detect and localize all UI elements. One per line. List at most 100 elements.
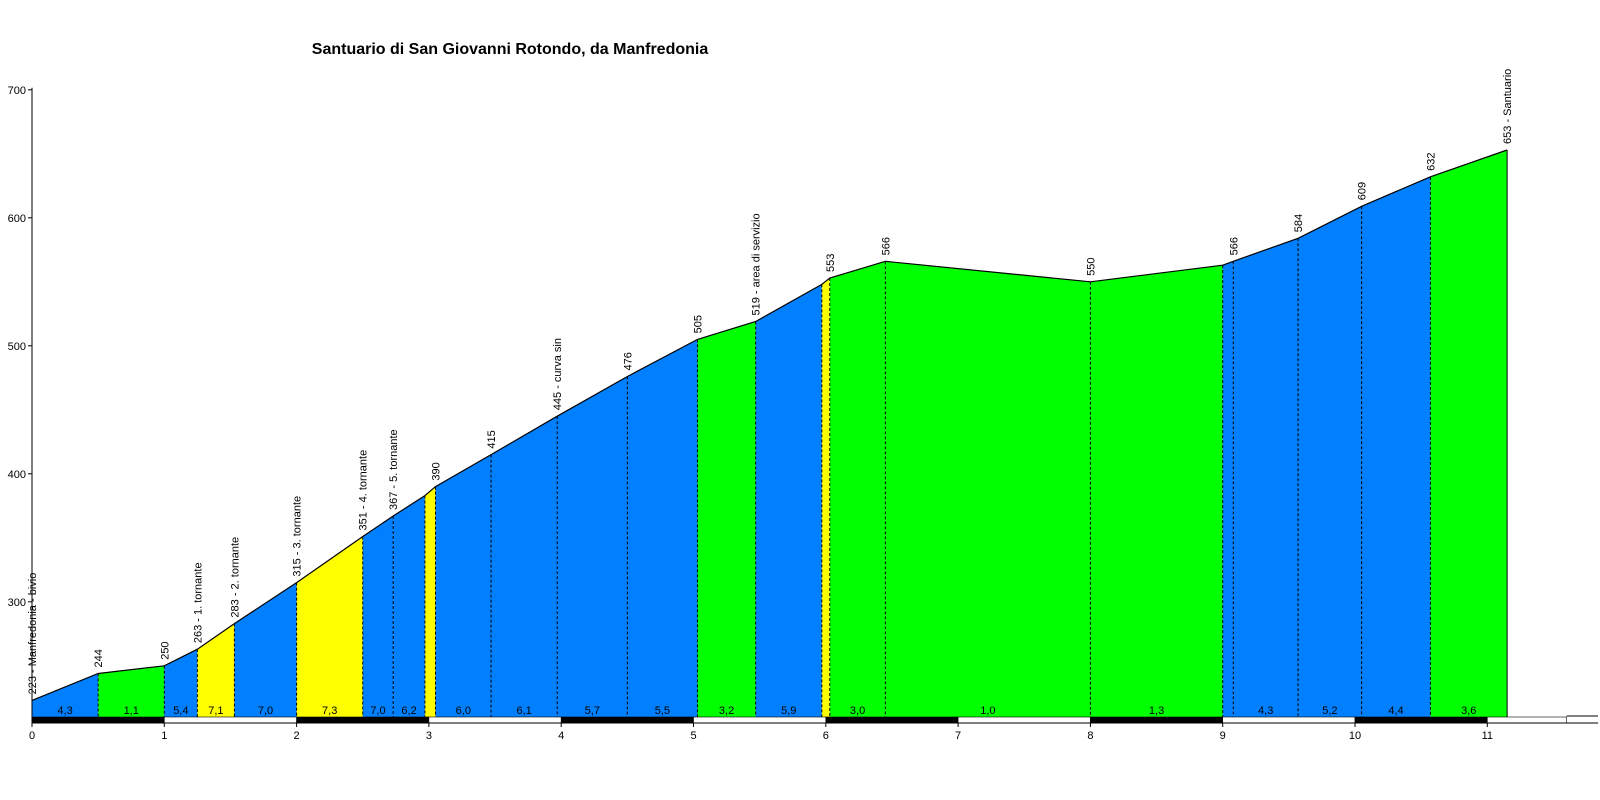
- y-tick-label: 600: [8, 213, 26, 225]
- gradient-label: 4,4: [1388, 705, 1403, 717]
- gradient-label: 1,1: [124, 705, 139, 717]
- profile-segment: [393, 495, 425, 717]
- gradient-label: 1,3: [1149, 705, 1164, 717]
- x-tick-label: 6: [823, 730, 829, 742]
- profile-segment: [1298, 206, 1362, 717]
- profile-segment: [697, 321, 756, 717]
- profile-segment: [1430, 149, 1508, 717]
- profile-segment: [1233, 238, 1299, 717]
- gradient-label: 7,1: [208, 705, 223, 717]
- km-bar: [31, 716, 1567, 724]
- x-tick-label: 8: [1087, 730, 1093, 742]
- gradient-label: 3,2: [719, 705, 734, 717]
- profile-segment: [557, 376, 628, 717]
- x-tick-label: 9: [1220, 730, 1226, 742]
- km-bar-segment: [825, 716, 959, 724]
- elevation-label: 609: [1357, 182, 1369, 200]
- elevation-label: 519 - area di servizio: [751, 213, 763, 315]
- profile-segment: [435, 454, 492, 717]
- km-bar-segment: [957, 716, 1091, 724]
- gradient-label: 6,0: [456, 705, 471, 717]
- gradient-labels: 4,3 1,1 5,4 7,1 7,0 7,3 7,0 6,2 6,0 6,1 5,7 5,5 3,2 5…: [57, 705, 1476, 717]
- profile-segment: [755, 284, 822, 717]
- elevation-label: 223 - Manfredonia - bivio: [27, 573, 39, 695]
- x-tick-label: 5: [690, 730, 696, 742]
- profile-segment: [1090, 265, 1223, 717]
- x-tick-label: 0: [29, 730, 35, 742]
- axes: 300 400 500 600 700 0 1 2 3 4 5 6 7 8 9 10 11: [8, 85, 1598, 742]
- x-tick-label: 1: [161, 730, 167, 742]
- y-tick-label: 700: [8, 85, 26, 97]
- elevation-label: 351 - 4. tornante: [358, 450, 370, 531]
- elevation-label: 653 - Santuario: [1502, 69, 1514, 144]
- y-tick-label: 500: [8, 341, 26, 353]
- x-tick-label: 11: [1482, 730, 1493, 742]
- km-bar-segment: [693, 716, 827, 724]
- profile-segment: [32, 673, 99, 717]
- profile-outline: [31, 149, 1508, 701]
- gradient-label: 7,0: [370, 705, 385, 717]
- gradient-label: 1,0: [980, 705, 995, 717]
- y-tick-label: 300: [8, 597, 26, 609]
- elevation-label: 584: [1293, 214, 1305, 232]
- km-bar-segment: [31, 716, 165, 724]
- profile-segment: [296, 536, 363, 717]
- elevation-label: 283 - 2. tornante: [229, 537, 241, 618]
- profile-segment: [821, 277, 830, 717]
- gradient-label: 6,1: [517, 705, 532, 717]
- km-bar-segment: [1090, 716, 1224, 724]
- elevation-label: 566: [880, 237, 892, 255]
- x-tick-label: 4: [558, 730, 564, 742]
- gradient-label: 3,0: [850, 705, 865, 717]
- km-bar-segment: [560, 716, 694, 724]
- elevation-label: 553: [825, 254, 837, 272]
- elevation-label: 390: [431, 462, 443, 480]
- y-tick-label: 400: [8, 469, 26, 481]
- profile-segment: [164, 649, 198, 717]
- elevation-label: 415: [486, 430, 498, 448]
- profile-segment: [491, 416, 558, 717]
- gradient-label: 5,4: [173, 705, 188, 717]
- x-tick-label: 2: [294, 730, 300, 742]
- gradient-label: 7,3: [322, 705, 337, 717]
- x-tick-label: 10: [1349, 730, 1361, 742]
- profile-line: [31, 149, 1508, 701]
- km-bar-segment: [296, 716, 430, 724]
- profile-segment: [1361, 176, 1431, 718]
- profile-segment: [197, 623, 235, 717]
- elevation-label: 550: [1085, 257, 1097, 275]
- profile-segment: [885, 261, 1091, 717]
- elevation-label: 505: [692, 315, 704, 333]
- km-bar-segment: [428, 716, 562, 724]
- elevation-labels: 223 - Manfredonia - bivio 244 250 263 - 1. …: [27, 69, 1514, 695]
- km-bar-segment: [1222, 716, 1356, 724]
- profile-segment: [424, 486, 436, 717]
- elevation-label: 445 - curva sin: [552, 338, 564, 410]
- profile-segment: [234, 582, 297, 717]
- chart-title: Santuario di San Giovanni Rotondo, da Ma…: [312, 41, 709, 58]
- elevation-label: 476: [622, 352, 634, 370]
- elevation-label: 315 - 3. tornante: [292, 496, 304, 577]
- x-tick-label: 3: [426, 730, 432, 742]
- km-bar-segment: [1487, 716, 1567, 724]
- gradient-label: 4,3: [57, 705, 72, 717]
- km-bar-segment: [1354, 716, 1488, 724]
- gradient-label: 6,2: [401, 705, 416, 717]
- gradient-label: 3,6: [1461, 705, 1476, 717]
- profile-segment: [829, 261, 886, 717]
- elevation-label: 566: [1228, 237, 1240, 255]
- gradient-label: 5,7: [585, 705, 600, 717]
- elevation-label: 367 - 5. tornante: [388, 429, 400, 510]
- gradient-label: 4,3: [1258, 705, 1273, 717]
- gradient-label: 5,9: [781, 705, 796, 717]
- elevation-label: 250: [159, 641, 171, 659]
- gradient-label: 5,5: [655, 705, 670, 717]
- segment-dividers: [97, 149, 1508, 717]
- profile-segment: [627, 339, 698, 717]
- km-bar-segment: [164, 716, 297, 724]
- elevation-label: 244: [93, 649, 105, 667]
- gradient-label: 7,0: [258, 705, 273, 717]
- gradient-label: 5,2: [1322, 705, 1337, 717]
- x-tick-label: 7: [955, 730, 961, 742]
